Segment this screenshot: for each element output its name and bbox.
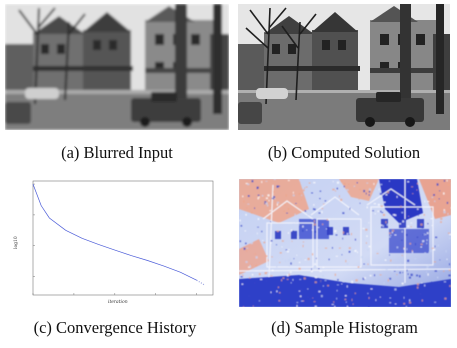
- convergence-line: [32, 183, 197, 281]
- sharp-street-scene: [238, 4, 450, 130]
- blurred-input-image: [5, 4, 229, 130]
- caption-c: (c) Convergence History: [33, 318, 197, 337]
- sample-histogram-heatmap: [239, 179, 451, 307]
- convergence-chart: log10 iteration: [13, 180, 214, 305]
- caption-d: (d) Sample Histogram: [271, 318, 418, 337]
- blurred-street-scene: [5, 4, 229, 130]
- plot-frame: [32, 180, 214, 296]
- series-group: [32, 183, 206, 286]
- caption-a: (a) Blurred Input: [61, 143, 173, 162]
- y-axis-label: log10: [13, 236, 19, 249]
- convergence-plot: log10 iteration: [8, 179, 218, 307]
- convergence-tail: [196, 279, 206, 286]
- x-axis-label: iteration: [108, 299, 128, 305]
- caption-b: (b) Computed Solution: [267, 143, 421, 162]
- heatmap-image: [239, 179, 451, 307]
- computed-solution-image: [238, 4, 450, 130]
- axis-ticks: [32, 183, 197, 295]
